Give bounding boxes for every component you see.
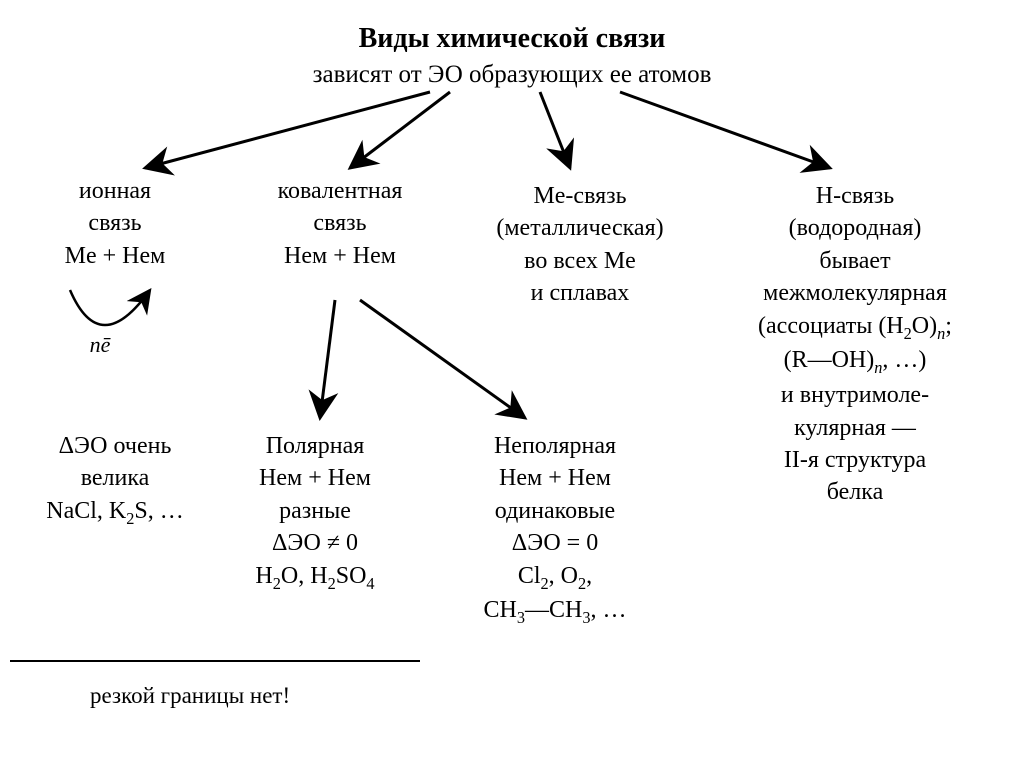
footer-rule	[10, 660, 420, 662]
node-metallic: Me-связь(металлическая)во всех Meи сплав…	[430, 180, 730, 310]
node-line: и внутримоле-	[705, 379, 1005, 411]
node-line: Неполярная	[405, 430, 705, 462]
node-line: (R—OH)n, …)	[705, 344, 1005, 379]
node-line: (ассоциаты (H2O)n;	[705, 310, 1005, 345]
node-line: Нем + Нем	[405, 462, 705, 494]
node-hydrogen: H-связь(водородная)бываетмежмолекулярная…	[705, 180, 1005, 509]
node-line: ΔЭО = 0	[405, 527, 705, 559]
node-line: H-связь	[705, 180, 1005, 212]
node-line: CH3—CH3, …	[405, 594, 705, 629]
node-line: и сплавах	[430, 277, 730, 309]
node-line: во всех Me	[430, 245, 730, 277]
node-nonpolar: НеполярнаяНем + НемодинаковыеΔЭО = 0Cl2,…	[405, 430, 705, 629]
node-line: II-я структура	[705, 444, 1005, 476]
title-line1: Виды химической связи	[0, 20, 1024, 58]
node-line: кулярная —	[705, 412, 1005, 444]
node-line: межмолекулярная	[705, 277, 1005, 309]
ne-text: nē	[90, 332, 111, 357]
ne-label: nē	[70, 330, 130, 360]
node-line: Me-связь	[430, 180, 730, 212]
title-line2: зависят от ЭО образующих ее атомов	[0, 58, 1024, 92]
node-line: одинаковые	[405, 495, 705, 527]
footer-label: резкой границы нет!	[90, 683, 290, 708]
node-line: бывает	[705, 245, 1005, 277]
node-line: белка	[705, 476, 1005, 508]
node-line: Cl2, O2,	[405, 560, 705, 595]
node-line: (металлическая)	[430, 212, 730, 244]
footer-text: резкой границы нет!	[90, 680, 490, 711]
node-line: (водородная)	[705, 212, 1005, 244]
diagram-title: Виды химической связи зависят от ЭО обра…	[0, 20, 1024, 92]
